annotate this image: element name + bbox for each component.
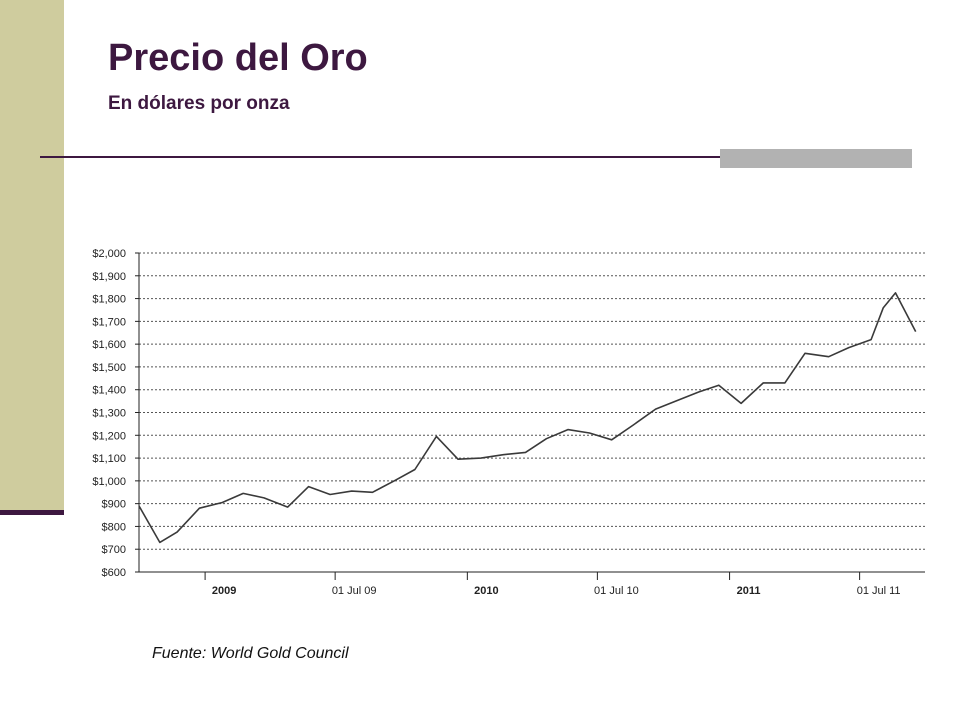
y-tick-label: $1,000 [92, 476, 126, 488]
x-tick-label: 2010 [474, 585, 498, 597]
divider-accent-block [720, 149, 912, 168]
x-tick-label: 01 Jul 09 [332, 585, 377, 597]
y-tick-label: $800 [102, 521, 126, 533]
source-note: Fuente: World Gold Council [152, 645, 349, 662]
page-subtitle: En dólares por onza [108, 93, 290, 114]
decorative-sidebar-base [0, 510, 64, 515]
y-tick-label: $700 [102, 544, 126, 556]
y-tick-label: $2,000 [92, 248, 126, 260]
y-tick-label: $600 [102, 567, 126, 579]
y-tick-label: $1,900 [92, 271, 126, 283]
page-title: Precio del Oro [108, 37, 368, 79]
y-tick-label: $1,300 [92, 408, 126, 420]
x-tick-label: 2011 [737, 585, 761, 597]
y-tick-label: $1,600 [92, 339, 126, 351]
title-divider [40, 156, 912, 158]
y-tick-label: $1,500 [92, 362, 126, 374]
y-tick-label: $1,100 [92, 453, 126, 465]
x-tick-label: 01 Jul 10 [594, 585, 639, 597]
y-tick-label: $1,700 [92, 316, 126, 328]
y-tick-label: $1,200 [92, 430, 126, 442]
x-tick-label: 2009 [212, 585, 236, 597]
y-tick-label: $1,400 [92, 385, 126, 397]
x-tick-label: 01 Jul 11 [857, 585, 901, 597]
decorative-sidebar [0, 0, 64, 512]
y-tick-label: $1,800 [92, 294, 126, 306]
gold-price-line [138, 292, 917, 544]
y-tick-label: $900 [102, 499, 126, 511]
